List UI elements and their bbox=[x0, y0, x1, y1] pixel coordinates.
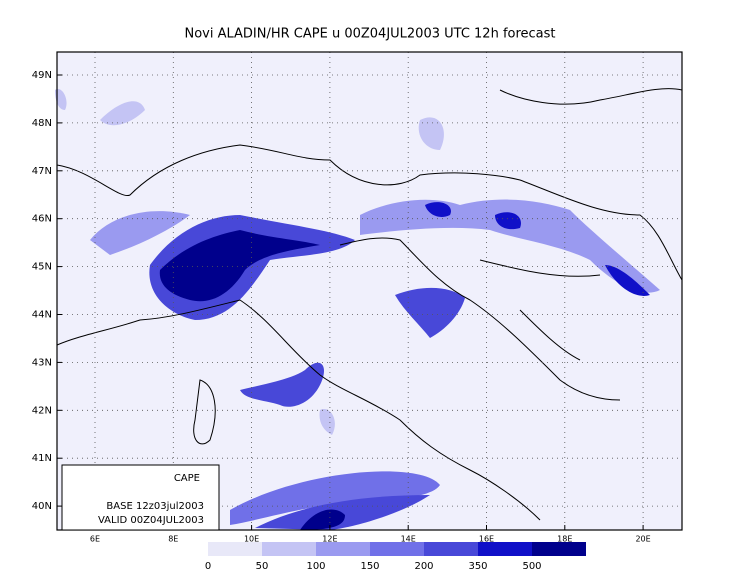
colorbar-swatch bbox=[262, 542, 316, 556]
info-field: CAPE bbox=[174, 473, 200, 484]
cape-field bbox=[55, 89, 660, 530]
lat-label: 47N bbox=[32, 166, 52, 177]
lat-label: 42N bbox=[32, 405, 52, 416]
lon-label: 10E bbox=[244, 535, 259, 544]
colorbar-swatch bbox=[532, 542, 586, 556]
graticule bbox=[57, 52, 682, 530]
map-frame bbox=[56, 51, 683, 531]
lon-label: 18E bbox=[557, 535, 572, 544]
colorbar-swatch bbox=[316, 542, 370, 556]
coastlines bbox=[56, 88, 683, 521]
lat-label: 43N bbox=[32, 357, 52, 368]
colorbar-label: 200 bbox=[414, 561, 433, 572]
lon-label: 16E bbox=[479, 535, 494, 544]
info-valid: VALID 00Z04JUL2003 bbox=[98, 515, 204, 526]
colorbar-label: 0 bbox=[205, 561, 211, 572]
lat-label: 41N bbox=[32, 453, 52, 464]
colorbar-label: 150 bbox=[360, 561, 379, 572]
colorbar-label: 50 bbox=[256, 561, 269, 572]
map-background bbox=[57, 52, 682, 530]
lon-label: 6E bbox=[90, 535, 100, 544]
info-base: BASE 12z03jul2003 bbox=[106, 501, 204, 512]
lat-label: 48N bbox=[32, 118, 52, 129]
colorbar-label: 100 bbox=[306, 561, 325, 572]
lon-label: 20E bbox=[635, 535, 650, 544]
colorbar-swatch bbox=[424, 542, 478, 556]
colorbar: 0 50 100 150 200 350 500 bbox=[205, 542, 586, 572]
lon-label: 8E bbox=[168, 535, 178, 544]
colorbar-swatch bbox=[208, 542, 262, 556]
colorbar-label: 350 bbox=[468, 561, 487, 572]
info-box bbox=[61, 464, 220, 531]
colorbar-swatch bbox=[370, 542, 424, 556]
lat-label: 46N bbox=[32, 214, 52, 225]
lat-label: 45N bbox=[32, 262, 52, 273]
lat-label: 40N bbox=[32, 501, 52, 512]
lon-label: 14E bbox=[401, 535, 416, 544]
lat-label: 44N bbox=[32, 310, 52, 321]
colorbar-swatch bbox=[478, 542, 532, 556]
lon-label: 12E bbox=[322, 535, 337, 544]
title: Novi ALADIN/HR CAPE u 00Z04JUL2003 UTC 1… bbox=[184, 27, 555, 42]
lat-label: 49N bbox=[32, 70, 52, 81]
colorbar-label: 500 bbox=[522, 561, 541, 572]
